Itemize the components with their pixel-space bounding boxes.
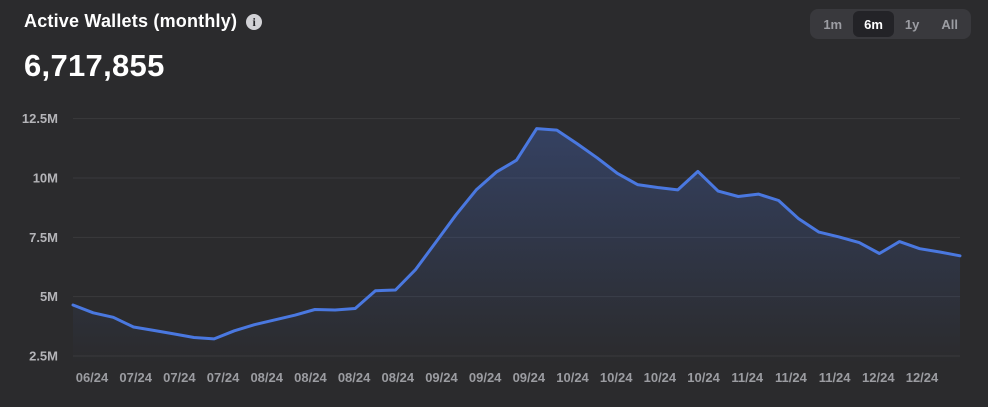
x-tick-label: 06/24: [76, 370, 109, 385]
x-tick-label: 07/24: [207, 370, 240, 385]
x-tick-label: 09/24: [513, 370, 546, 385]
x-tick-label: 10/24: [556, 370, 589, 385]
range-option-1m[interactable]: 1m: [812, 11, 853, 37]
y-tick-label: 12.5M: [22, 111, 58, 126]
x-tick-label: 08/24: [250, 370, 283, 385]
range-option-6m[interactable]: 6m: [853, 11, 894, 37]
x-tick-label: 11/24: [775, 370, 808, 385]
x-tick-label: 08/24: [338, 370, 371, 385]
x-tick-label: 10/24: [644, 370, 677, 385]
x-tick-label: 08/24: [294, 370, 327, 385]
current-value: 6,717,855: [24, 48, 165, 83]
x-tick-label: 11/24: [731, 370, 764, 385]
range-option-all[interactable]: All: [930, 11, 969, 37]
x-tick-label: 09/24: [469, 370, 502, 385]
chart-header: Active Wallets (monthly) i: [24, 11, 263, 32]
series-area: [73, 128, 960, 363]
x-tick-label: 12/24: [906, 370, 939, 385]
x-tick-label: 07/24: [119, 370, 152, 385]
time-range-selector: 1m 6m 1y All: [810, 9, 971, 39]
y-tick-label: 2.5M: [29, 349, 58, 364]
x-tick-label: 10/24: [687, 370, 720, 385]
x-tick-label: 08/24: [382, 370, 415, 385]
x-tick-label: 12/24: [862, 370, 895, 385]
x-tick-label: 11/24: [819, 370, 852, 385]
y-tick-label: 10M: [33, 171, 58, 186]
x-tick-label: 07/24: [163, 370, 196, 385]
x-tick-label: 09/24: [425, 370, 458, 385]
range-option-1y[interactable]: 1y: [894, 11, 930, 37]
series-line: [71, 127, 962, 341]
chart-title: Active Wallets (monthly): [24, 11, 238, 31]
y-tick-label: 7.5M: [29, 230, 58, 245]
info-icon[interactable]: i: [246, 13, 263, 30]
x-tick-label: 10/24: [600, 370, 633, 385]
y-tick-label: 5M: [40, 289, 58, 304]
